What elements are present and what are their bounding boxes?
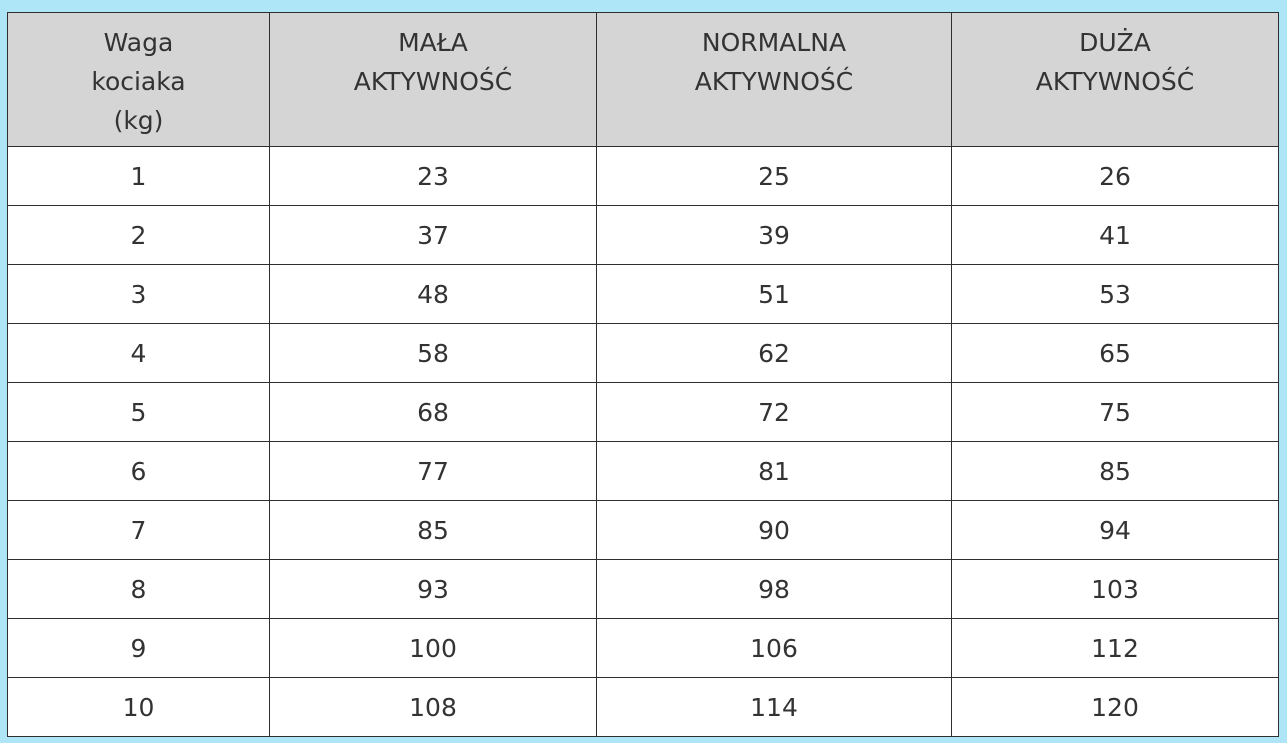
table-cell: 8: [7, 559, 270, 619]
table-cell: 7: [7, 500, 270, 560]
header-line: NORMALNA: [701, 28, 847, 57]
header-normal-activity: NORMALNA AKTYWNOŚĆ: [596, 12, 952, 147]
table-cell: 6: [7, 441, 270, 501]
table-cell: 65: [951, 323, 1279, 383]
table-row: 2 37 39 41: [7, 205, 1279, 265]
table-cell: 23: [269, 146, 597, 206]
table-cell: 108: [269, 677, 597, 737]
header-high-activity: DUŻA AKTYWNOŚĆ: [951, 12, 1279, 147]
table-cell: 53: [951, 264, 1279, 324]
table-cell: 85: [951, 441, 1279, 501]
table-cell: 9: [7, 618, 270, 678]
table-cell: 94: [951, 500, 1279, 560]
table-cell: 90: [596, 500, 952, 560]
table-cell: 85: [269, 500, 597, 560]
header-line: kociaka: [91, 67, 186, 96]
table-cell: 48: [269, 264, 597, 324]
table-cell: 68: [269, 382, 597, 442]
table-row: 7 85 90 94: [7, 500, 1279, 560]
table-row: 5 68 72 75: [7, 382, 1279, 442]
table-cell: 4: [7, 323, 270, 383]
table-row: 6 77 81 85: [7, 441, 1279, 501]
table-row: 3 48 51 53: [7, 264, 1279, 324]
header-line: MAŁA: [398, 28, 468, 57]
table-cell: 98: [596, 559, 952, 619]
header-line: AKTYWNOŚĆ: [694, 67, 854, 96]
table-cell: 106: [596, 618, 952, 678]
table-row: 10 108 114 120: [7, 677, 1279, 737]
header-line: AKTYWNOŚĆ: [1035, 67, 1195, 96]
table-cell: 62: [596, 323, 952, 383]
table-row: 9 100 106 112: [7, 618, 1279, 678]
table-cell: 103: [951, 559, 1279, 619]
table-row: 8 93 98 103: [7, 559, 1279, 619]
table-cell: 51: [596, 264, 952, 324]
feeding-table: Waga kociaka (kg) MAŁA AKTYWNOŚĆ NORMALN…: [7, 12, 1279, 737]
table-row: 1 23 25 26: [7, 146, 1279, 206]
header-kitten-weight: Waga kociaka (kg): [7, 12, 270, 147]
table-cell: 58: [269, 323, 597, 383]
header-row: Waga kociaka (kg) MAŁA AKTYWNOŚĆ NORMALN…: [7, 12, 1279, 147]
table-cell: 93: [269, 559, 597, 619]
table-cell: 41: [951, 205, 1279, 265]
table-cell: 3: [7, 264, 270, 324]
table-cell: 25: [596, 146, 952, 206]
feeding-table-container: Waga kociaka (kg) MAŁA AKTYWNOŚĆ NORMALN…: [7, 12, 1279, 737]
table-cell: 112: [951, 618, 1279, 678]
table-cell: 2: [7, 205, 270, 265]
header-line: Waga: [103, 28, 174, 57]
header-low-activity: MAŁA AKTYWNOŚĆ: [269, 12, 597, 147]
table-cell: 77: [269, 441, 597, 501]
table-cell: 39: [596, 205, 952, 265]
header-line: (kg): [113, 106, 164, 135]
table-cell: 75: [951, 382, 1279, 442]
table-cell: 1: [7, 146, 270, 206]
header-line: AKTYWNOŚĆ: [353, 67, 513, 96]
table-cell: 72: [596, 382, 952, 442]
header-line: DUŻA: [1079, 28, 1151, 57]
table-cell: 120: [951, 677, 1279, 737]
table-cell: 81: [596, 441, 952, 501]
table-cell: 26: [951, 146, 1279, 206]
table-cell: 100: [269, 618, 597, 678]
table-cell: 37: [269, 205, 597, 265]
table-cell: 5: [7, 382, 270, 442]
table-cell: 114: [596, 677, 952, 737]
table-row: 4 58 62 65: [7, 323, 1279, 383]
table-cell: 10: [7, 677, 270, 737]
